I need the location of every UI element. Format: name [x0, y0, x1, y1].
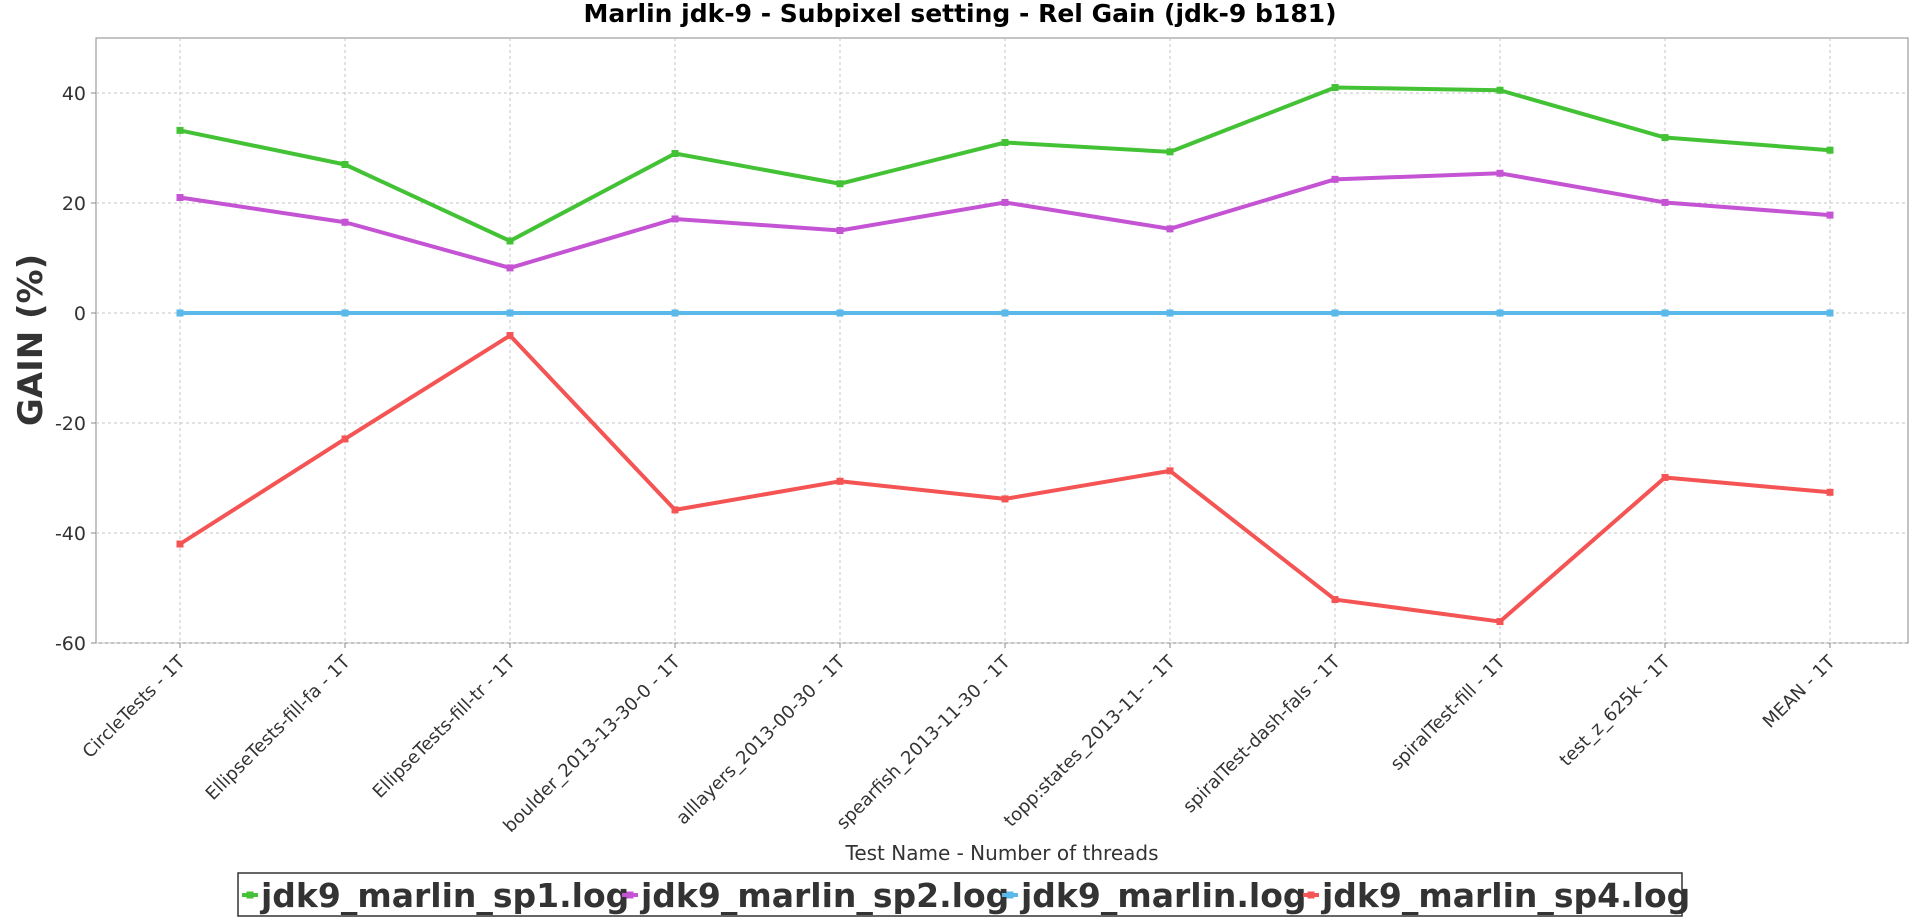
data-point	[1166, 148, 1174, 156]
data-point	[671, 215, 679, 223]
data-point	[836, 477, 844, 485]
data-point	[506, 237, 514, 245]
data-point	[341, 161, 349, 168]
legend-label: jdk9_marlin_sp2.log	[639, 876, 1009, 915]
y-tick-label: -40	[55, 523, 86, 545]
data-point	[176, 309, 184, 317]
data-point	[836, 227, 844, 234]
y-tick-label: 20	[62, 193, 86, 215]
plot-frame	[95, 37, 1909, 644]
data-point	[1826, 211, 1834, 219]
data-point	[1826, 146, 1834, 154]
data-point	[1331, 596, 1339, 604]
data-point	[1331, 309, 1339, 317]
series-2	[176, 169, 1834, 272]
data-point	[176, 194, 184, 201]
legend-label: jdk9_marlin.log	[1019, 876, 1307, 915]
x-tick-label: spiralTest-dash-fals - 1T	[1179, 651, 1345, 817]
data-point	[671, 150, 679, 157]
data-point	[1496, 169, 1504, 177]
x-tick-label: spiralTest-fill - 1T	[1387, 651, 1511, 775]
data-point	[1331, 175, 1339, 183]
plot-area	[95, 37, 1909, 644]
data-point	[1166, 225, 1174, 233]
series-layer	[176, 84, 1834, 626]
data-point	[1661, 473, 1669, 481]
data-point	[836, 309, 844, 317]
x-tick-label: alllayers_2013-00-30 - 1T	[672, 651, 850, 829]
grid-vertical	[179, 38, 1831, 643]
data-point	[1331, 84, 1339, 91]
x-tick-label: boulder_2013-13-30-0 - 1T	[499, 651, 685, 837]
x-tick-label: CircleTests - 1T	[79, 651, 191, 763]
data-point	[341, 309, 349, 317]
data-point	[1826, 309, 1834, 317]
legend-item: jdk9_marlin.log	[1002, 876, 1307, 915]
x-tick-label: spearfish_2013-11-30 - 1T	[832, 651, 1015, 834]
legend-item: jdk9_marlin_sp1.log	[242, 876, 629, 915]
x-tick-label: EllipseTests-fill-tr - 1T	[369, 651, 521, 803]
y-axis-label: GAIN (%)	[11, 254, 51, 426]
data-point	[176, 126, 184, 134]
legend-marker	[1006, 891, 1014, 899]
data-point	[1496, 618, 1504, 626]
x-tick-label: MEAN - 1T	[1759, 651, 1840, 732]
chart-title: Marlin jdk-9 - Subpixel setting - Rel Ga…	[583, 0, 1336, 28]
y-tick-label: 40	[62, 83, 86, 105]
x-axis-ticks: CircleTests - 1T EllipseTests-fill-fa - 1…	[79, 643, 1840, 837]
data-point	[671, 309, 679, 317]
data-point	[1826, 488, 1834, 496]
series-3	[176, 309, 1834, 317]
data-point	[1001, 309, 1009, 317]
x-tick-label: topp:states_2013-11- - 1T	[1000, 651, 1180, 831]
data-point	[1001, 495, 1009, 503]
data-point	[1001, 198, 1009, 206]
data-point	[506, 264, 514, 272]
series-1	[176, 84, 1834, 245]
data-point	[1496, 309, 1504, 317]
legend-marker	[1307, 891, 1315, 899]
y-tick-label: -60	[55, 633, 86, 655]
data-point	[341, 435, 349, 443]
data-point	[1496, 86, 1504, 94]
legend-label: jdk9_marlin_sp1.log	[259, 876, 629, 915]
y-tick-label: -20	[55, 413, 86, 435]
legend-marker	[246, 891, 254, 899]
data-point	[506, 309, 514, 317]
data-point	[1661, 198, 1669, 206]
legend-box	[237, 872, 1683, 917]
data-point	[671, 506, 679, 514]
data-point	[1166, 467, 1174, 475]
data-point	[506, 332, 514, 340]
data-point	[1661, 134, 1669, 142]
data-point	[176, 540, 184, 548]
legend-item: jdk9_marlin_sp4.log	[1303, 876, 1690, 915]
series-4	[176, 332, 1834, 626]
legend-marker	[626, 891, 634, 899]
data-point	[1661, 309, 1669, 317]
legend: jdk9_marlin_sp1.log jdk9_marlin_sp2.log jd…	[237, 872, 1690, 917]
x-tick-label: test_z_625k - 1T	[1556, 651, 1676, 771]
data-point	[341, 218, 349, 226]
legend-item: jdk9_marlin_sp2.log	[622, 876, 1009, 915]
y-tick-label: 0	[74, 303, 86, 325]
data-point	[836, 180, 844, 188]
data-point	[1001, 139, 1009, 146]
x-axis-label: Test Name - Number of threads	[845, 841, 1159, 865]
legend-label: jdk9_marlin_sp4.log	[1320, 876, 1690, 915]
y-axis-ticks: -60 -40 -20 0 20 40	[55, 83, 96, 655]
x-tick-label: EllipseTests-fill-fa - 1T	[202, 651, 356, 805]
data-point	[1166, 309, 1174, 317]
legend-items: jdk9_marlin_sp1.log jdk9_marlin_sp2.log jd…	[242, 876, 1690, 915]
